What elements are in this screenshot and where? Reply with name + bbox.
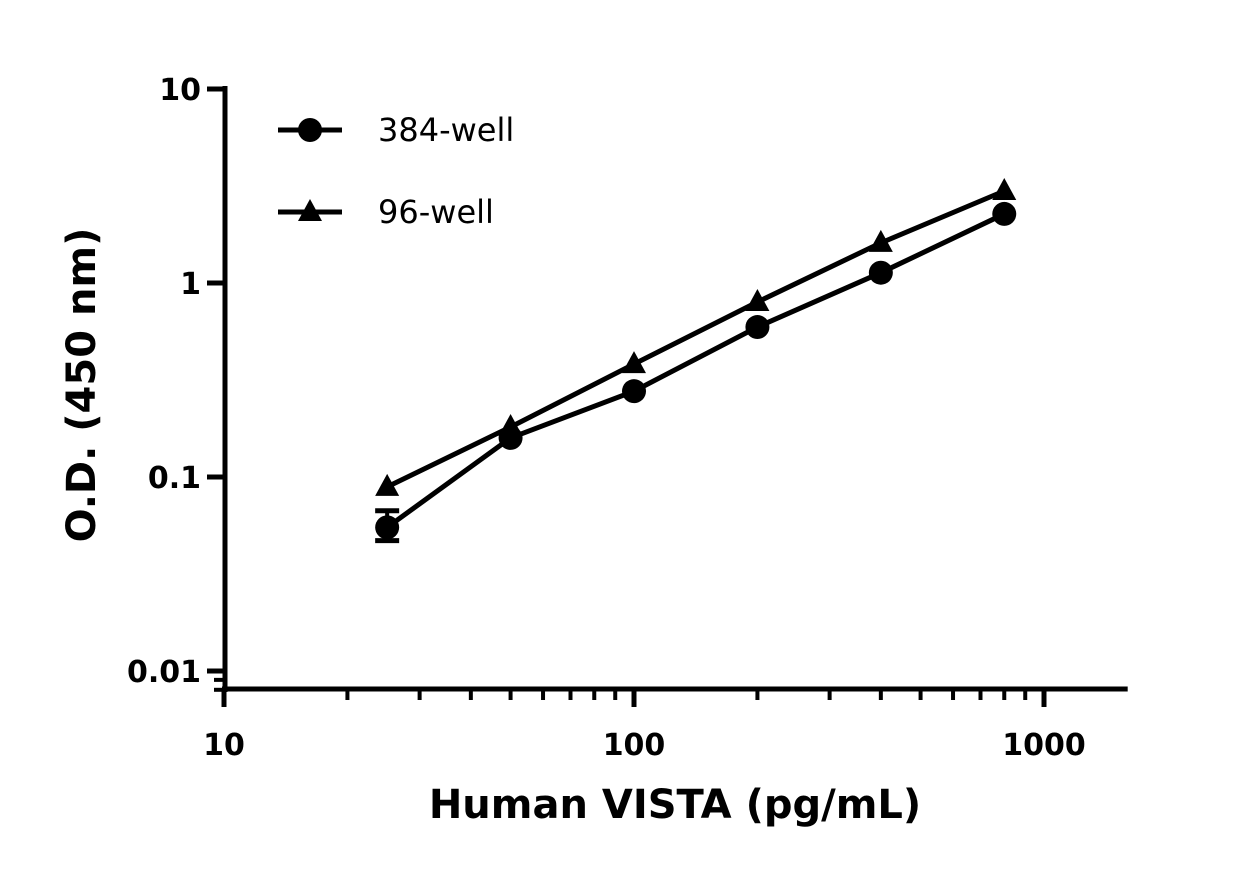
legend-label: 384-well [378,111,514,149]
data-point-384-well [622,379,646,404]
series-line-96-well [386,188,1006,490]
data-point-96-well [498,414,523,437]
data-point-384-well [992,201,1017,226]
y-tick-label: 10 [159,73,201,108]
y-tick-label: 0.1 [148,461,201,496]
legend: 384-well 96-well [278,111,514,231]
data-point-384-well [868,260,893,285]
data-point-384-well [375,515,400,540]
x-tick-label: 100 [603,728,666,763]
series-line-384-well [385,211,1006,530]
axes: 10 100 1000 0.01 0.1 1 10 [127,73,1128,763]
legend-marker-384-well [298,118,322,142]
data-point-96-well [745,289,770,312]
data-point-96-well [992,178,1017,201]
data-marks [375,178,1017,544]
x-tick-label: 1000 [1002,728,1086,763]
x-tick-label: 10 [203,728,245,763]
legend-label: 96-well [378,193,494,231]
y-axis-label: O.D. (450 nm) [59,228,105,543]
y-tick-label: 0.01 [127,655,201,690]
data-point-384-well [745,315,770,340]
data-point-96-well [622,351,646,374]
data-point-96-well [868,229,893,252]
x-axis-label: Human VISTA (pg/mL) [429,782,921,828]
y-tick-label: 1 [180,267,201,302]
legend-marker-96-well [298,199,322,221]
data-point-96-well [375,473,400,496]
